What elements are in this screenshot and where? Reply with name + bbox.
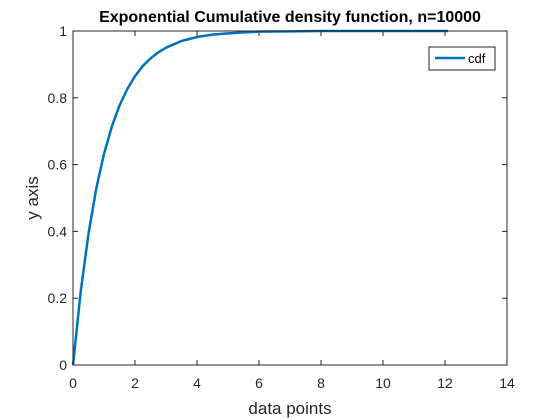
x-tick-label: 6 (255, 375, 263, 391)
x-tick-label: 2 (131, 375, 139, 391)
x-tick-label: 12 (437, 375, 453, 391)
y-tick-label: 0.2 (48, 290, 68, 306)
axes-box (72, 30, 508, 366)
y-tick-label: 0.4 (48, 223, 68, 239)
y-tick-label: 0.8 (48, 90, 68, 106)
y-tick-label: 0 (59, 357, 67, 373)
x-tick-label: 8 (317, 375, 325, 391)
legend: cdf (428, 46, 496, 71)
y-tick-label: 0.6 (48, 157, 68, 173)
x-tick-label: 0 (69, 375, 77, 391)
x-tick-label: 14 (499, 375, 515, 391)
plot-area (73, 31, 507, 365)
x-tick-label: 10 (375, 375, 391, 391)
x-axis-label: data points (248, 399, 331, 418)
chart-title: Exponential Cumulative density function,… (99, 9, 481, 26)
y-tick-label: 1 (59, 23, 67, 39)
y-axis-label: y axis (23, 176, 42, 219)
x-tick-label: 4 (193, 375, 201, 391)
x-axis-ticks: 0 2 4 6 8 10 12 14 (69, 31, 515, 391)
legend-label-cdf: cdf (468, 51, 486, 66)
